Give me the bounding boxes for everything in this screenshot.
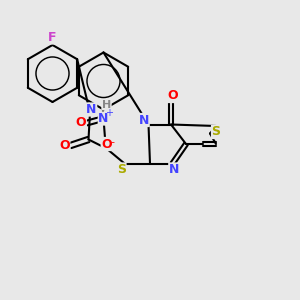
Text: O: O [76,116,86,130]
Text: -: - [110,137,115,148]
Text: S: S [212,125,220,139]
Text: O: O [101,137,112,151]
Text: H: H [102,100,111,110]
Text: +: + [105,108,113,118]
Text: N: N [98,112,109,125]
Text: S: S [117,163,126,176]
Text: O: O [59,139,70,152]
Text: O: O [167,89,178,103]
Text: N: N [139,113,149,127]
Text: N: N [86,103,97,116]
Text: F: F [48,31,57,44]
Text: N: N [169,163,179,176]
